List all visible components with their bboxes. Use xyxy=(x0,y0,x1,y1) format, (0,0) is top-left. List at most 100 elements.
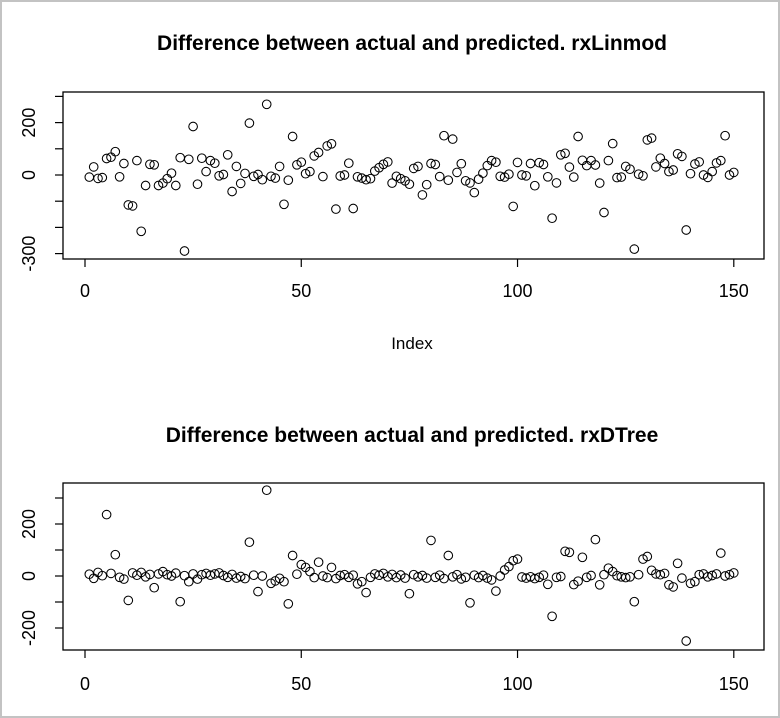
data-point xyxy=(664,166,674,177)
data-point xyxy=(456,158,467,169)
data-point xyxy=(447,134,458,144)
data-point xyxy=(123,200,134,210)
data-point xyxy=(512,554,523,564)
data-point xyxy=(633,169,644,180)
data-point xyxy=(638,170,648,181)
data-point xyxy=(343,572,354,583)
data-point xyxy=(192,179,203,190)
data-point xyxy=(322,141,333,151)
data-point xyxy=(114,171,125,182)
data-point xyxy=(387,178,397,188)
data-point xyxy=(300,168,311,179)
data-point xyxy=(170,180,181,191)
data-point xyxy=(196,153,207,164)
data-point xyxy=(400,573,410,583)
data-point xyxy=(685,578,696,589)
data-point xyxy=(434,171,445,182)
chart-1: 0 50 100 150 200 0 -200 xyxy=(19,482,765,694)
data-point xyxy=(465,178,475,188)
data-point xyxy=(560,148,570,159)
data-point xyxy=(577,552,588,563)
data-point xyxy=(395,173,406,184)
data-point xyxy=(97,172,108,183)
data-point xyxy=(728,167,739,178)
data-point xyxy=(715,155,726,166)
data-point xyxy=(555,149,566,160)
data-point xyxy=(607,138,618,149)
data-point xyxy=(331,204,341,214)
data-point xyxy=(209,158,220,169)
data-point xyxy=(296,157,307,168)
data-point xyxy=(417,190,428,200)
data-point xyxy=(456,574,467,584)
data-point xyxy=(564,162,575,172)
data-point xyxy=(382,157,393,167)
y-tick-label: 200 xyxy=(19,509,39,539)
data-point xyxy=(594,579,605,590)
data-point xyxy=(573,131,583,142)
data-point xyxy=(257,571,268,581)
data-point xyxy=(478,168,488,179)
data-point xyxy=(361,174,371,185)
data-point xyxy=(560,546,570,557)
x-tick-label: 150 xyxy=(719,674,749,694)
data-point xyxy=(655,153,666,164)
data-point xyxy=(136,226,147,237)
data-point xyxy=(482,573,493,583)
data-point xyxy=(183,576,194,587)
data-point xyxy=(577,155,588,166)
data-point xyxy=(101,153,112,164)
data-point xyxy=(690,159,700,169)
data-point xyxy=(318,571,328,581)
data-point xyxy=(612,172,622,183)
data-point xyxy=(257,174,268,185)
data-point xyxy=(313,147,324,158)
data-point xyxy=(469,187,480,198)
data-point xyxy=(240,168,250,179)
data-point xyxy=(248,171,259,182)
data-point xyxy=(599,569,609,580)
data-point xyxy=(694,157,705,167)
x-tick-label: 100 xyxy=(503,281,533,301)
data-point xyxy=(681,636,692,646)
data-point xyxy=(270,173,281,183)
data-point xyxy=(235,571,246,582)
data-point xyxy=(720,571,730,581)
data-point xyxy=(149,582,160,593)
data-point xyxy=(179,246,190,256)
data-point xyxy=(244,118,255,128)
data-point xyxy=(512,157,523,168)
data-point xyxy=(261,485,272,496)
data-point xyxy=(214,170,224,181)
data-point xyxy=(140,180,151,191)
data-point xyxy=(460,175,471,186)
data-point xyxy=(620,572,631,583)
data-point xyxy=(690,576,700,587)
data-point xyxy=(542,171,553,182)
data-point xyxy=(443,550,454,561)
chart-0: 0 50 100 150 200 0 -300 xyxy=(19,91,765,301)
data-point xyxy=(491,157,501,168)
data-point xyxy=(529,180,540,191)
data-point xyxy=(175,596,186,607)
data-point xyxy=(672,558,683,569)
data-point xyxy=(555,571,566,582)
x-tick-label: 50 xyxy=(291,281,311,301)
data-point xyxy=(309,572,320,583)
data-point xyxy=(707,570,718,581)
data-point xyxy=(106,568,116,579)
data-point xyxy=(201,166,211,177)
data-point xyxy=(339,170,350,180)
data-point xyxy=(175,152,186,163)
data-point xyxy=(326,138,337,149)
data-point xyxy=(452,167,462,178)
data-point xyxy=(188,569,198,579)
data-point xyxy=(542,579,553,590)
data-point xyxy=(110,549,121,560)
data-point xyxy=(149,159,160,170)
data-point xyxy=(664,579,674,590)
chart-title-rxlinmod: Difference between actual and predicted.… xyxy=(157,32,667,55)
data-point xyxy=(274,161,285,172)
data-point xyxy=(685,168,696,179)
